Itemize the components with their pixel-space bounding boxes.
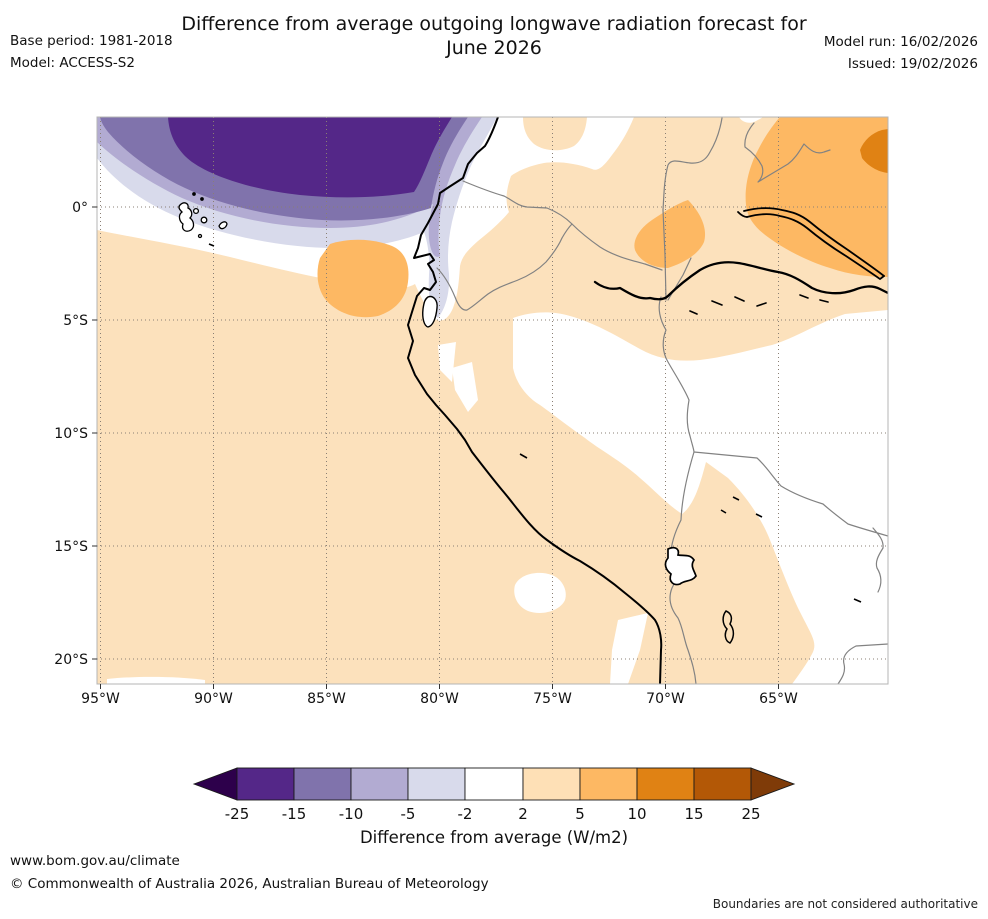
colorbar-segment (693, 767, 752, 801)
y-tick-label: 5°S (63, 313, 88, 329)
colorbar: -25 -15 -10 -5 -2 2 5 10 15 25 Differenc… (192, 767, 796, 847)
footer-url: www.bom.gov.au/climate (10, 853, 180, 869)
colorbar-segment (579, 767, 638, 801)
anomaly-fill-10-15 (860, 129, 888, 173)
map-canvas (97, 117, 888, 684)
y-tick-label: 0° (72, 200, 88, 216)
page-title-line2: June 2026 (446, 37, 542, 59)
colorbar-segment (236, 767, 295, 801)
colorbar-segment (636, 767, 695, 801)
colorbar-title: Difference from average (W/m2) (360, 828, 628, 847)
colorbar-segment (293, 767, 352, 801)
x-tick-label: 70°W (646, 691, 685, 707)
lake-poopo-salar (722, 610, 735, 644)
issued-label: Issued: 19/02/2026 (847, 56, 978, 72)
galapagos-islands (178, 192, 228, 247)
model-info-block: Base period: 1981-2018 Model: ACCESS-S2 (10, 30, 173, 74)
model-run-label: Model run: 16/02/2026 (823, 34, 978, 50)
anomaly-fill-2-5-patch (523, 117, 587, 151)
colorbar-tick-label: -25 (225, 805, 250, 823)
y-tick-label: 15°S (54, 539, 88, 555)
y-tick-label: 20°S (54, 652, 88, 668)
footer-block: www.bom.gov.au/climate © Commonwealth of… (10, 850, 489, 896)
map-frame (96, 116, 889, 685)
colorbar-segment (350, 767, 409, 801)
x-tick-label: 75°W (533, 691, 572, 707)
anomaly-fill-neutral-bottomleft (107, 676, 205, 684)
colorbar-tick-label: -2 (458, 805, 473, 823)
colorbar-tick-label: -10 (339, 805, 364, 823)
colorbar-segment (407, 767, 466, 801)
colorbar-left-arrow (192, 767, 238, 801)
colorbar-tick-label: 15 (684, 805, 703, 823)
x-axis: 95°W 90°W 85°W 80°W 75°W 70°W 65°W (81, 691, 798, 707)
anomaly-fill-5-10-coast (317, 239, 409, 318)
anomaly-fill-neutral-sliver (452, 362, 478, 412)
colorbar-tick-label: -15 (282, 805, 307, 823)
anomaly-fill-5-10-northeast (745, 117, 888, 277)
coastline (407, 117, 663, 684)
colorbar-tick-label: -5 (401, 805, 416, 823)
anomaly-fill-neutral-wedge (610, 613, 648, 684)
colorbar-tick-label: 2 (518, 805, 528, 823)
colorbar-tick-label: 25 (741, 805, 760, 823)
anomaly-fill-neg25-15 (168, 117, 452, 198)
y-tick-label: 10°S (54, 426, 88, 442)
colorbar-ticks: -25 -15 -10 -5 -2 2 5 10 15 25 (225, 805, 761, 823)
colorbar-segment (464, 767, 524, 801)
x-tick-label: 65°W (759, 691, 798, 707)
y-axis: 0° 5°S 10°S 15°S 20°S (54, 200, 88, 668)
colorbar-right-arrow (750, 767, 796, 801)
colorbar-tick-label: 5 (575, 805, 585, 823)
small-lakes (519, 453, 862, 603)
anomaly-fill-5-10-andes (634, 200, 706, 268)
colorbar-segment (522, 767, 581, 801)
run-info-block: Model run: 16/02/2026 Issued: 19/02/2026 (758, 31, 978, 75)
amazon-rivers (593, 207, 888, 315)
x-tick-label: 95°W (81, 691, 120, 707)
lakes (519, 453, 862, 644)
x-tick-label: 90°W (194, 691, 233, 707)
page-title-line1: Difference from average outgoing longwav… (181, 13, 807, 35)
anomaly-fill-neutral-coast15s (514, 572, 566, 613)
lake-titicaca (664, 546, 697, 586)
model-label: Model: ACCESS-S2 (10, 55, 135, 71)
axis-ticks (92, 206, 779, 689)
anomaly-fill-neutral-notch (739, 117, 763, 123)
anomaly-fill-neutral-central (513, 310, 888, 684)
country-borders (436, 117, 888, 684)
base-period-label: Base period: 1981-2018 (10, 33, 173, 49)
x-tick-label: 85°W (307, 691, 346, 707)
x-tick-label: 80°W (420, 691, 459, 707)
page-title: Difference from average outgoing longwav… (0, 12, 988, 60)
footer-copyright: © Commonwealth of Australia 2026, Austra… (10, 876, 489, 892)
puna-island (422, 295, 438, 328)
anomaly-fill-neutral-sliver (438, 342, 456, 382)
boundaries-disclaimer: Boundaries are not considered authoritat… (712, 897, 978, 911)
colorbar-tick-label: 10 (627, 805, 646, 823)
